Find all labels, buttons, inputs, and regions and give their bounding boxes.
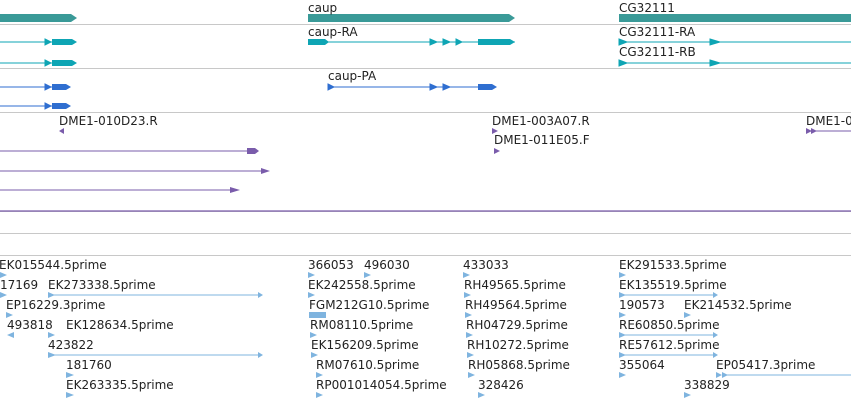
track-divider <box>0 112 851 113</box>
transcript-label[interactable]: caup-RA <box>308 25 358 39</box>
gene-bar <box>0 14 77 22</box>
est-label[interactable]: RH05868.5prime <box>468 358 570 372</box>
transcript-label[interactable]: CG32111-RB <box>619 45 696 59</box>
est-label[interactable]: RM07610.5prime <box>316 358 420 372</box>
track-divider <box>0 24 851 25</box>
transcript-label[interactable]: CG32111-RA <box>619 25 696 39</box>
est-label[interactable]: EK291533.5prime <box>619 258 727 272</box>
est-label[interactable]: EK214532.5prime <box>684 298 792 312</box>
clone-label[interactable]: DME1-011E05.F <box>494 133 590 147</box>
est-label[interactable]: 355064 <box>619 358 665 372</box>
protein-features[interactable] <box>0 83 497 110</box>
est-label[interactable]: RH10272.5prime <box>467 338 569 352</box>
est-label[interactable]: EK263335.5prime <box>66 378 174 392</box>
gene-bar <box>308 14 515 22</box>
est-label[interactable]: EK135519.5prime <box>619 278 727 292</box>
est-label[interactable]: 366053 <box>308 258 354 272</box>
clone-label[interactable]: DME1-003A07.R <box>492 114 590 128</box>
gene-features[interactable] <box>0 14 851 22</box>
est-label[interactable]: 338829 <box>684 378 730 392</box>
clone-label[interactable]: DME1-010D23.R <box>59 114 158 128</box>
est-label[interactable]: EP05417.3prime <box>716 358 816 372</box>
est-label[interactable]: EK156209.5prime <box>311 338 419 352</box>
est-label[interactable]: 496030 <box>364 258 410 272</box>
est-label[interactable]: EK273338.5prime <box>48 278 156 292</box>
est-label[interactable]: EK015544.5prime <box>0 258 107 272</box>
est-label[interactable]: EK242558.5prime <box>308 278 416 292</box>
est-features[interactable] <box>0 272 851 398</box>
gene-bar <box>619 14 851 22</box>
est-label[interactable]: 433033 <box>463 258 509 272</box>
track-divider <box>0 255 851 256</box>
protein-label[interactable]: caup-PA <box>328 69 377 83</box>
est-label[interactable]: RE57612.5prime <box>619 338 720 352</box>
est-label[interactable]: 423822 <box>48 338 94 352</box>
est-label[interactable]: RH49564.5prime <box>465 298 567 312</box>
gene-label-cg32111[interactable]: CG32111 <box>619 1 675 15</box>
est-label[interactable]: FGM212G10.5prime <box>309 298 430 312</box>
est-label[interactable]: RM08110.5prime <box>310 318 414 332</box>
track-divider <box>0 233 851 234</box>
est-label[interactable]: 328426 <box>478 378 524 392</box>
clone-features[interactable] <box>0 128 851 212</box>
gene-label-caup[interactable]: caup <box>308 1 338 15</box>
est-label[interactable]: EP16229.3prime <box>6 298 106 312</box>
est-label[interactable]: EK128634.5prime <box>66 318 174 332</box>
est-label[interactable]: RE60850.5prime <box>619 318 720 332</box>
est-label[interactable]: 190573 <box>619 298 665 312</box>
est-label[interactable]: RH49565.5prime <box>464 278 566 292</box>
transcript-features[interactable] <box>0 38 851 67</box>
clone-label[interactable]: DME1-0 <box>806 114 851 128</box>
est-label[interactable]: RH04729.5prime <box>466 318 568 332</box>
est-label[interactable]: 181760 <box>66 358 112 372</box>
est-label[interactable]: 17169 <box>0 278 39 292</box>
est-label[interactable]: RP001014054.5prime <box>316 378 447 392</box>
track-divider <box>0 68 851 69</box>
est-label[interactable]: 493818 <box>7 318 53 332</box>
